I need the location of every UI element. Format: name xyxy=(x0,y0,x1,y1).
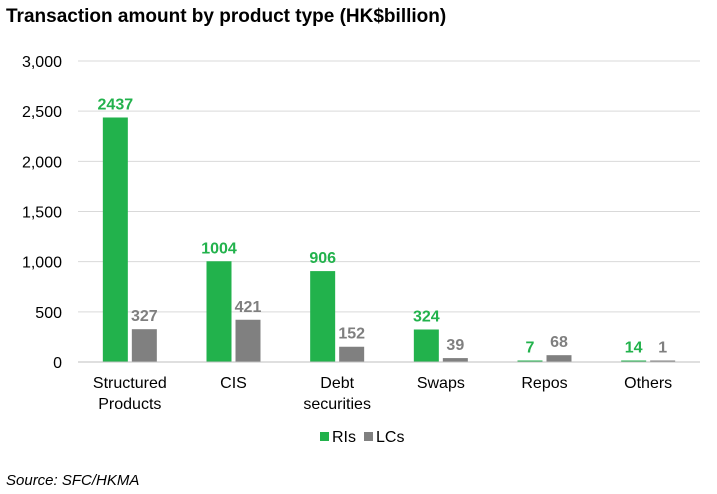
data-label-ris: 1004 xyxy=(201,240,237,257)
data-label-lcs: 39 xyxy=(446,337,464,354)
legend-swatch-ris xyxy=(320,432,329,441)
legend-label-ris: RIs xyxy=(332,429,356,446)
data-label-lcs: 327 xyxy=(131,308,158,325)
bar-lcs xyxy=(235,319,261,362)
source-note: Source: SFC/HKMA xyxy=(6,472,140,489)
bar-ris xyxy=(621,360,647,362)
legend-swatch-lcs xyxy=(364,432,373,441)
data-label-ris: 2437 xyxy=(98,96,134,113)
y-tick-label: 0 xyxy=(53,355,62,372)
x-tick-label: Structured xyxy=(93,375,167,392)
data-label-lcs: 68 xyxy=(550,334,568,351)
data-label-ris: 906 xyxy=(309,250,336,267)
bar-lcs xyxy=(131,329,157,362)
y-tick-label: 2,000 xyxy=(22,154,62,171)
data-label-lcs: 1 xyxy=(658,340,667,357)
y-tick-label: 3,000 xyxy=(22,54,62,71)
data-label-ris: 7 xyxy=(526,340,535,357)
bar-ris xyxy=(413,329,439,362)
x-tick-label: Repos xyxy=(521,375,567,392)
y-tick-label: 500 xyxy=(35,305,62,322)
bar-lcs xyxy=(650,360,676,362)
x-tick-label: Swaps xyxy=(417,375,465,392)
bar-lcs xyxy=(546,355,572,362)
bar-ris xyxy=(206,261,232,362)
bar-lcs xyxy=(339,346,365,362)
data-label-ris: 14 xyxy=(625,340,643,357)
bar-ris xyxy=(310,271,336,362)
legend-label-lcs: LCs xyxy=(376,429,404,446)
bar-ris xyxy=(517,360,543,362)
x-tick-label: Others xyxy=(624,375,672,392)
chart-title: Transaction amount by product type (HK$b… xyxy=(6,6,447,27)
bar-lcs xyxy=(442,358,468,362)
x-tick-label: CIS xyxy=(220,375,247,392)
y-tick-label: 2,500 xyxy=(22,104,62,121)
y-tick-label: 1,000 xyxy=(22,255,62,272)
data-label-lcs: 421 xyxy=(235,299,262,316)
data-label-ris: 324 xyxy=(413,308,440,325)
x-tick-label: securities xyxy=(303,396,371,413)
x-tick-label: Debt xyxy=(320,375,354,392)
y-tick-label: 1,500 xyxy=(22,205,62,222)
bar-ris xyxy=(102,117,128,362)
x-tick-label: Products xyxy=(98,396,161,413)
data-label-lcs: 152 xyxy=(338,326,365,343)
